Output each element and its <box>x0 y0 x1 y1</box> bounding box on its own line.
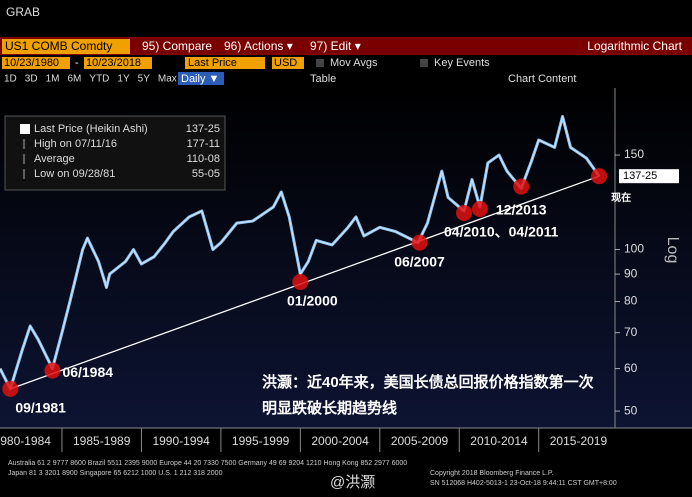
period-bar: 1D 3D 1M 6M YTD 1Y 5Y Max <box>4 74 177 85</box>
footer-text: Copyright 2018 Bloomberg Finance L.P. <box>430 470 554 477</box>
date-box[interactable] <box>84 57 152 69</box>
footer-text: Australia 61 2 9777 8600 Brazil 5511 239… <box>8 460 407 467</box>
legend-label: Last Price (Heikin Ashi) <box>34 123 148 135</box>
button[interactable]: 95) Compare <box>142 39 212 53</box>
button[interactable]: 97) Edit ▾ <box>310 39 361 53</box>
x-tick-label: 1995-1999 <box>232 434 290 448</box>
y-axis-label: Log <box>664 237 681 264</box>
field-box[interactable] <box>185 57 265 69</box>
period-button[interactable]: Max <box>158 74 177 85</box>
checkbox[interactable] <box>316 59 324 67</box>
event-marker <box>411 234 428 251</box>
end-date: 10/23/2018 <box>86 57 141 69</box>
chart-type: Logarithmic Chart <box>587 39 682 53</box>
note: 洪灏：近40年来，美国长债总回报价格指数第一次 <box>262 373 594 391</box>
note: 明显跌破长期趋势线 <box>262 399 397 417</box>
event-label: 04/2010、04/2011 <box>444 224 559 240</box>
x-tick-label: 1990-1994 <box>152 434 210 448</box>
y-tick-label: 90 <box>624 266 638 280</box>
currency: USD <box>274 57 297 69</box>
event-label: 01/2000 <box>287 293 338 309</box>
x-tick-label: 2010-2014 <box>470 434 528 448</box>
event-marker <box>471 201 488 218</box>
event-label: 06/2007 <box>394 253 445 269</box>
event-label: 12/2013 <box>496 201 547 217</box>
event-marker <box>591 168 608 185</box>
footer-text: SN 512068 H402-5013-1 23-Oct-18 9:44:11 … <box>430 480 617 487</box>
price-line-highlight <box>0 116 600 390</box>
date-box[interactable] <box>2 57 70 69</box>
y-tick-label: 100 <box>624 242 644 256</box>
x-tick-label: 1980-1984 <box>0 434 51 448</box>
event-label: 06/1984 <box>62 364 113 380</box>
event-label: 现在 <box>611 191 631 204</box>
field: Last Price <box>188 57 237 69</box>
current-value-box <box>619 169 679 184</box>
toolbar <box>0 37 692 55</box>
start-date: 10/23/1980 <box>4 57 59 69</box>
event-marker <box>513 178 530 195</box>
x-tick-label: 2015-2019 <box>550 434 608 448</box>
separator: - <box>75 57 79 69</box>
y-tick-label: 70 <box>624 325 638 339</box>
y-tick-label: 60 <box>624 361 638 375</box>
legend-value: 137-25 <box>186 123 220 135</box>
footer-text: Japan 81 3 3201 8900 Singapore 65 6212 1… <box>8 470 223 477</box>
legend-frame <box>4 115 226 191</box>
period-button[interactable]: 6M <box>68 74 82 85</box>
checkbox[interactable] <box>420 59 428 67</box>
chart-content-button[interactable]: Chart Content <box>508 73 576 85</box>
x-tick-label: 1985-1989 <box>73 434 131 448</box>
button[interactable]: 96) Actions ▾ <box>224 39 293 53</box>
period-button[interactable]: 3D <box>25 74 38 85</box>
frequency: Daily ▼ <box>181 73 219 85</box>
legend-box: Last Price (Heikin Ashi) 137-25 High on 07… <box>4 115 226 191</box>
period-button[interactable]: 1Y <box>117 74 130 85</box>
security: US1 COMB Comdty <box>5 39 112 53</box>
y-tick-label: 50 <box>624 403 638 417</box>
window-title: GRAB <box>6 5 40 19</box>
event-marker <box>2 380 19 397</box>
legend-label: Average <box>34 153 75 165</box>
mov-avgs[interactable]: Mov Avgs <box>330 57 378 69</box>
frequency-box[interactable] <box>178 72 224 85</box>
y-tick-label: 150 <box>624 147 644 161</box>
period-button[interactable]: 1M <box>46 74 60 85</box>
event-marker <box>44 362 61 379</box>
event-label: 09/1981 <box>15 400 66 416</box>
period-button[interactable]: 5Y <box>138 74 151 85</box>
legend-value: 110-08 <box>187 153 220 165</box>
legend-swatch <box>20 124 30 134</box>
legend-label: Low on 09/28/81 <box>34 168 115 180</box>
security-box[interactable] <box>2 39 130 54</box>
legend-label: High on 07/11/16 <box>34 138 117 150</box>
current-value: 137-25 <box>623 170 657 182</box>
period-button[interactable]: 1D <box>4 74 17 85</box>
legend-value: 55-05 <box>192 168 220 180</box>
event-marker <box>456 204 473 221</box>
y-tick-label: 80 <box>624 294 638 308</box>
table-button[interactable]: Table <box>310 73 336 85</box>
event-marker <box>292 273 309 290</box>
x-tick-label: 2000-2004 <box>311 434 369 448</box>
watermark: @洪灏 <box>330 474 375 491</box>
x-tick-label: 2005-2009 <box>391 434 449 448</box>
period-button[interactable]: YTD <box>89 74 109 85</box>
legend-value: 177-11 <box>187 138 220 150</box>
currency-box[interactable] <box>272 57 304 69</box>
key-events[interactable]: Key Events <box>434 57 490 69</box>
